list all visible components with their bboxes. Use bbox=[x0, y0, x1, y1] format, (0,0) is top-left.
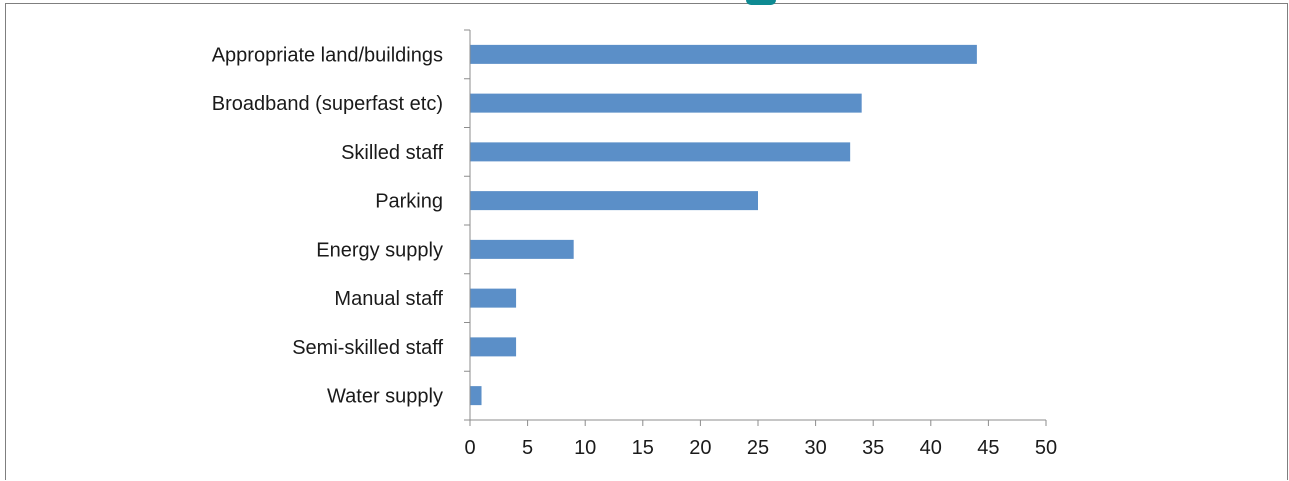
x-tick-label-1: 5 bbox=[522, 437, 533, 459]
x-tick-label-5: 25 bbox=[747, 437, 769, 459]
chart-frame bbox=[5, 3, 1288, 480]
x-tick-label-6: 30 bbox=[804, 437, 826, 459]
category-label-2: Broadband (superfast etc) bbox=[212, 93, 443, 115]
x-tick-label-7: 35 bbox=[862, 437, 884, 459]
x-tick-label-9: 45 bbox=[977, 437, 999, 459]
x-tick-label-0: 0 bbox=[464, 437, 475, 459]
category-labels-group: Appropriate land/buildings Broadband (sup… bbox=[212, 44, 444, 407]
x-tick-label-8: 40 bbox=[920, 437, 942, 459]
category-label-3: Skilled staff bbox=[341, 142, 443, 164]
bar-8 bbox=[470, 386, 482, 406]
bar-4 bbox=[470, 191, 758, 211]
bar-3 bbox=[470, 142, 851, 162]
category-label-4: Parking bbox=[375, 191, 443, 213]
bar-5 bbox=[470, 239, 574, 259]
title-fragment bbox=[746, 0, 776, 5]
bar-7 bbox=[470, 337, 517, 357]
x-tick-label-4: 20 bbox=[689, 437, 711, 459]
tick-labels-group: 0 5 10 15 20 25 30 35 40 45 50 bbox=[464, 437, 1057, 459]
axes-group bbox=[464, 29, 1047, 426]
x-tick-label-10: 50 bbox=[1035, 437, 1057, 459]
category-label-5: Energy supply bbox=[316, 239, 443, 261]
category-label-1: Appropriate land/buildings bbox=[212, 44, 443, 66]
category-label-6: Manual staff bbox=[334, 288, 443, 310]
x-tick-label-3: 15 bbox=[632, 437, 654, 459]
bars-group bbox=[470, 44, 977, 406]
x-tick-label-2: 10 bbox=[574, 437, 596, 459]
category-label-7: Semi-skilled staff bbox=[292, 337, 443, 359]
category-label-8: Water supply bbox=[327, 386, 443, 408]
bar-6 bbox=[470, 288, 517, 308]
bar-2 bbox=[470, 93, 862, 113]
bar-1 bbox=[470, 44, 977, 64]
